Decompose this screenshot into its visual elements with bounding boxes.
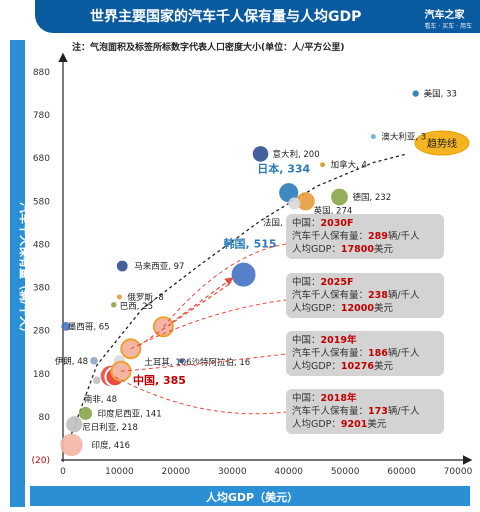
x-tick-label: 10000 xyxy=(105,467,134,477)
bubble-label: 南非, 48 xyxy=(84,394,117,405)
bubble-label: 美国, 33 xyxy=(424,89,457,100)
china-annotation-box: 中国：2018年汽车千人保有量：173辆/千人 人均GDP：9201美元 xyxy=(286,389,444,434)
bubble-point xyxy=(111,302,117,308)
bubble-point xyxy=(331,188,348,206)
x-tick-label: 30000 xyxy=(218,467,247,477)
bubble-point xyxy=(320,162,326,168)
china-projection-bubble xyxy=(110,360,132,382)
annotation-connector xyxy=(163,243,287,328)
bubble-label: 英国, 274 xyxy=(314,205,353,216)
bubble-point xyxy=(90,357,98,365)
bubble-label: 墨西哥, 65 xyxy=(68,322,110,332)
bubble-label: 沙特阿拉伯, 16 xyxy=(192,357,251,368)
annotation-connector xyxy=(114,376,287,415)
bubble-point xyxy=(179,358,184,364)
y-tick-label: 180 xyxy=(33,370,50,380)
y-tick-label: (20) xyxy=(32,456,50,466)
bubble-point xyxy=(230,261,257,288)
y-axis-band xyxy=(10,40,25,507)
y-tick-label: 580 xyxy=(33,197,50,207)
bubble-point xyxy=(60,433,83,457)
trend-curve xyxy=(70,153,408,435)
trend-label-pill xyxy=(414,130,470,156)
bubble-label: 伊朗, 48 xyxy=(55,356,88,367)
brand-logo: 汽车之家 看车 · 买车 · 用车 xyxy=(425,6,472,30)
x-tick-label: 50000 xyxy=(331,467,360,477)
bubble-point xyxy=(116,294,122,300)
annotation-title: 中国：2025F xyxy=(292,277,354,288)
x-tick-label: 60000 xyxy=(387,467,416,477)
bubble-label: 澳大利亚, 3 xyxy=(381,132,426,143)
x-tick-label: 0 xyxy=(60,467,66,477)
annotation-gdp: 人均GDP：12000美元 xyxy=(292,303,393,314)
x-axis-label: 人均GDP（美元） xyxy=(206,490,298,504)
x-tick-label: 70000 xyxy=(444,467,473,477)
bubbles: 美国, 33 澳大利亚, 3 意大利, 200 加拿大, 4 日本, 334 德国, 23… xyxy=(55,89,457,457)
x-tick-label: 20000 xyxy=(162,467,191,477)
bubble-label: 尼日利亚, 218 xyxy=(82,422,138,433)
bubble-point xyxy=(93,376,101,385)
annotation-title: 中国：2030F xyxy=(292,218,354,229)
bubble-label: 加拿大, 4 xyxy=(331,160,367,171)
bubble-label: 印度, 416 xyxy=(91,440,130,451)
y-tick-label: 880 xyxy=(33,68,50,78)
bubble-label: 俄罗斯, 8 xyxy=(127,292,163,303)
annotation-connectors xyxy=(114,243,287,415)
axes: 0 10000 20000 30000 40000 50000 60000 70000 (20)… xyxy=(32,52,473,477)
trend-label: 趋势线 xyxy=(427,137,457,150)
annotation-gdp: 人均GDP：17800美元 xyxy=(292,244,393,255)
bubble-label: 德国, 232 xyxy=(353,192,392,203)
bubble-point xyxy=(296,192,315,211)
china-annotation-box: 中国：2019年汽车千人保有量：186辆/千人 人均GDP：10276美元 xyxy=(286,331,444,376)
y-tick-label: 380 xyxy=(33,284,50,294)
bubble-point xyxy=(412,90,419,97)
title-banner: 世界主要国家的汽车千人保有量与人均GDP 汽车之家 看车 · 买车 · 用车 xyxy=(35,0,480,33)
bubble-point xyxy=(116,260,128,272)
bubble-label: 意大利, 200 xyxy=(273,149,320,160)
bubble-label: 土耳其, 106 xyxy=(144,357,191,368)
trend-line: 趋势线 xyxy=(70,130,470,435)
y-tick-label: 80 xyxy=(39,413,51,423)
annotation-vehicles: 汽车千人保有量：238辆/千人 xyxy=(292,290,420,301)
bubble-point xyxy=(79,406,93,420)
y-axis-label: 汽车千人保有量（辆/千人） xyxy=(18,202,32,338)
bubble-label: 马来西亚, 97 xyxy=(134,262,184,272)
bubble-label: 韩国, 515 xyxy=(224,237,277,251)
bubble-point xyxy=(66,416,83,433)
logo-name: 汽车之家 xyxy=(424,10,465,21)
bubble-label: 印度尼西亚, 141 xyxy=(98,408,162,419)
bubble-label: 法国, 122 xyxy=(263,217,302,228)
x-tick-label: 40000 xyxy=(274,467,303,477)
bubble-point xyxy=(61,321,71,331)
y-tick-label: 480 xyxy=(33,240,50,250)
bubble-label: 日本, 334 xyxy=(257,162,310,176)
china-annotation-box: 中国：2025F 汽车千人保有量：238辆/千人 人均GDP：12000美元 xyxy=(286,273,444,318)
annotation-gdp: 人均GDP：10276美元 xyxy=(292,361,393,372)
page-title: 世界主要国家的汽车千人保有量与人均GDP xyxy=(90,9,362,25)
china-annotation-box: 中国：2030F 汽车千人保有量：289辆/千人 人均GDP：17800美元 xyxy=(286,214,444,259)
annotation-gdp: 人均GDP：9201美元 xyxy=(292,419,387,430)
bubble-point xyxy=(252,146,269,162)
china-to-korea-arrow xyxy=(138,282,232,347)
x-axis-band xyxy=(30,486,470,506)
china-to-korea-arrow xyxy=(171,277,234,324)
logo-subtitle: 看车 · 买车 · 用车 xyxy=(424,23,472,30)
annotation-vehicles: 汽车千人保有量：173辆/千人 xyxy=(292,406,420,417)
y-tick-label: 280 xyxy=(33,327,50,337)
annotation-vehicles: 汽车千人保有量：186辆/千人 xyxy=(292,348,420,359)
chart-note: 注：气泡面积及标签所标数字代表人口密度大小(单位：人/平方公里) xyxy=(72,41,345,53)
y-tick-label: 780 xyxy=(33,111,50,121)
annotation-title: 中国：2019年 xyxy=(292,335,357,346)
bubble-point xyxy=(370,134,376,140)
y-tick-label: 680 xyxy=(33,154,50,164)
bubble-point xyxy=(288,197,301,210)
bubble-label: 巴西, 25 xyxy=(120,302,153,312)
annotation-title: 中国：2018年 xyxy=(292,393,357,404)
bubble-label: 中国, 385 xyxy=(133,373,186,387)
annotation-vehicles: 汽车千人保有量：289辆/千人 xyxy=(292,231,420,242)
